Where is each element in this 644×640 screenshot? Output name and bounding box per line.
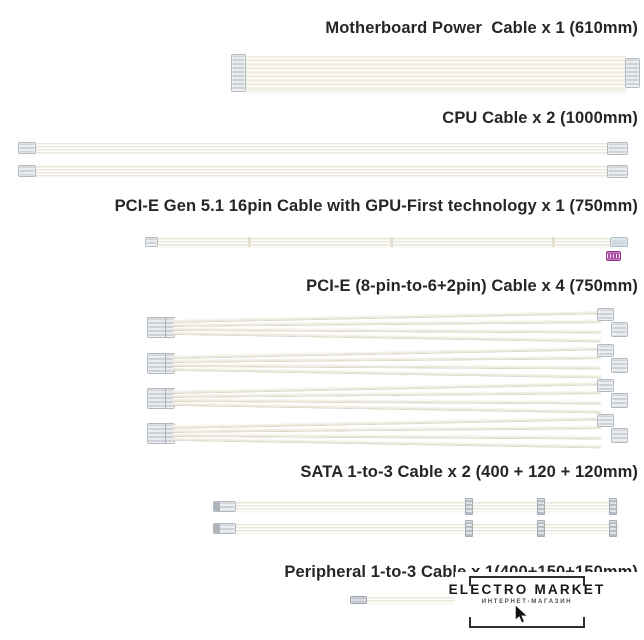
pcie-gen5-cable-image <box>145 236 628 248</box>
atx-24pin-connector-left <box>231 54 246 92</box>
pcie-connector-right-upper <box>597 379 614 392</box>
sata-cable-image-2 <box>213 519 626 537</box>
pcie-cable-image-2 <box>147 344 628 379</box>
pcie-connector-right-upper <box>597 344 614 357</box>
motherboard-cable-image <box>231 54 640 92</box>
pcie-connector-left <box>147 317 175 338</box>
12vhpwr-magenta-tip <box>606 251 621 261</box>
cable-ribbon <box>35 166 608 176</box>
eps-connector-left <box>18 142 36 154</box>
sata-plug-3 <box>609 520 617 537</box>
sata-connector-left <box>213 523 236 534</box>
cable-comb <box>390 237 393 247</box>
sata-plug-3 <box>609 498 617 515</box>
pcie-cable-image-4 <box>147 414 628 449</box>
cable-comb <box>552 237 555 247</box>
pcie-gen5-cable-label: PCI-E Gen 5.1 16pin Cable with GPU-First… <box>114 197 638 215</box>
cable-comb <box>248 237 251 247</box>
cable-ribbon <box>236 524 618 533</box>
sata-connector-left <box>213 501 236 512</box>
watermark-brand: ELECTRO MARKET <box>448 582 606 597</box>
cpu-cable-image-2 <box>18 164 628 178</box>
sata-cable-image-1 <box>213 497 626 515</box>
pcie-cable-image-1 <box>147 308 628 343</box>
gen5-connector-left <box>145 237 158 247</box>
pcie-connector-right-upper <box>597 308 614 321</box>
sata-plug-1 <box>465 520 473 537</box>
cpu-cable-label: CPU Cable x 2 (1000mm) <box>442 109 638 127</box>
peripheral-cable-image <box>350 595 455 605</box>
eps-connector-right <box>607 165 628 178</box>
pcie-cable-image-3 <box>147 379 628 414</box>
cable-ribbon <box>35 143 608 153</box>
gen5-connector-right <box>610 237 628 247</box>
watermark-frame-top <box>469 576 585 586</box>
pcie-connector-left <box>147 423 175 444</box>
sata-plug-1 <box>465 498 473 515</box>
pcie-connector-left <box>147 388 175 409</box>
peripheral-connector-left <box>350 596 367 604</box>
cpu-cable-image-1 <box>18 141 628 155</box>
cable-ribbon <box>367 597 455 603</box>
eps-connector-right <box>607 142 628 155</box>
cable-ribbon <box>157 238 611 246</box>
watermark-tagline: ИНТЕРНЕТ-МАГАЗИН <box>481 599 573 605</box>
pcie-connector-right-lower <box>611 393 628 408</box>
pcie-connector-right-lower <box>611 428 628 443</box>
pcie-connector-left <box>147 353 175 374</box>
sata-plug-2 <box>537 520 545 537</box>
sata-plug-2 <box>537 498 545 515</box>
pcie-connector-right-lower <box>611 322 628 337</box>
cable-ribbon <box>244 56 626 90</box>
cable-ribbon <box>236 502 618 511</box>
pcie-connector-right-upper <box>597 414 614 427</box>
arrow-cursor-icon <box>515 605 529 624</box>
watermark-frame-bottom <box>469 617 585 628</box>
atx-24pin-connector-right <box>625 58 640 88</box>
sata-cable-label: SATA 1-to-3 Cable x 2 (400 + 120 + 120mm… <box>300 463 638 481</box>
eps-connector-left <box>18 165 36 177</box>
pcie-connector-right-lower <box>611 358 628 373</box>
watermark-background <box>455 572 644 640</box>
pcie-8pin-cable-label: PCI-E (8-pin-to-6+2pin) Cable x 4 (750mm… <box>306 277 638 295</box>
motherboard-cable-label: Motherboard Power Cable x 1 (610mm) <box>325 19 638 37</box>
